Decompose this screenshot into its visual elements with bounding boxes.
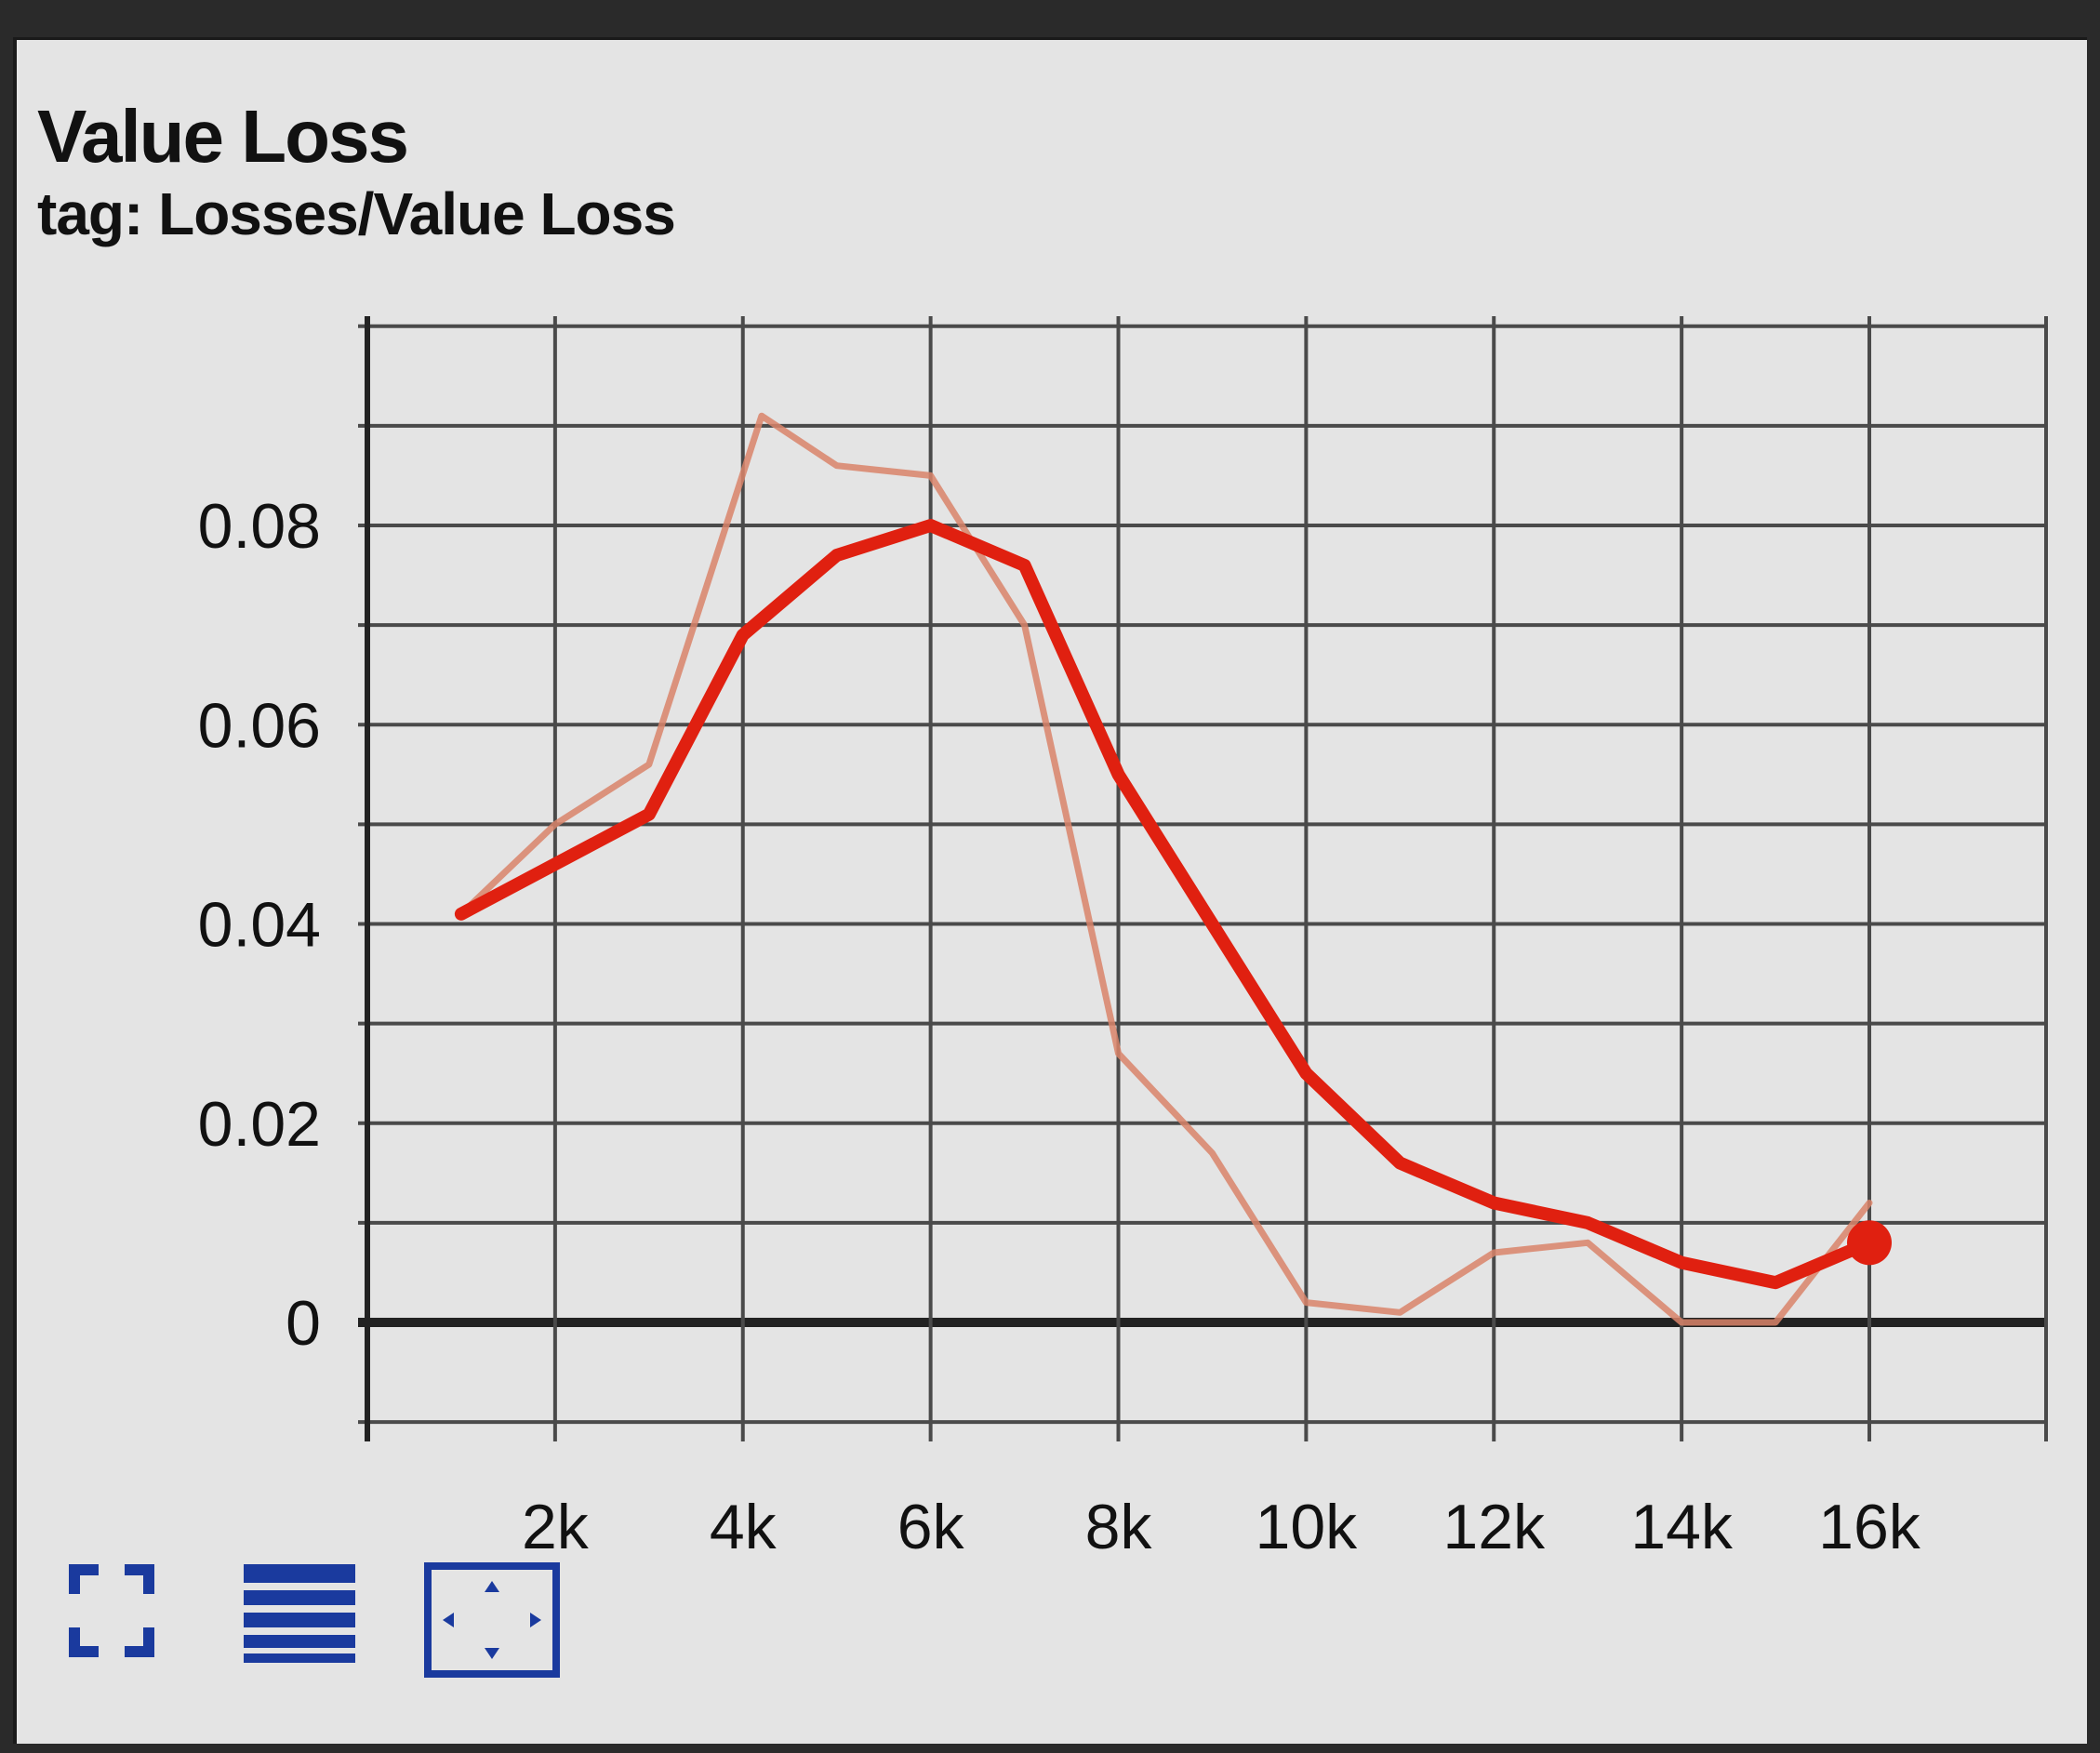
chart-tag: tag: Losses/Value Loss [37, 180, 676, 247]
x-tick-label: 12k [1442, 1492, 1546, 1562]
data-table-icon[interactable] [244, 1562, 355, 1665]
y-axis-ticks: 0 0.02 0.04 0.06 0.08 [198, 491, 321, 1359]
x-tick-label: 2k [522, 1492, 590, 1562]
x-tick-label: 16k [1818, 1492, 1921, 1562]
x-tick-label: 6k [897, 1492, 965, 1562]
x-axis-ticks: 2k 4k 6k 8k 10k 12k 14k 16k [522, 1492, 1921, 1562]
x-tick-label: 14k [1630, 1492, 1734, 1562]
chart-series [454, 412, 1892, 1326]
fit-domain-icon[interactable] [424, 1562, 560, 1678]
y-tick-label: 0 [286, 1288, 321, 1359]
raw-series-line [458, 412, 1873, 1326]
chart-grid [358, 316, 2048, 1441]
y-tick-label: 0.02 [198, 1089, 321, 1160]
y-tick-label: 0.06 [198, 690, 321, 761]
smoothed-series-line [454, 519, 1876, 1290]
x-tick-label: 8k [1085, 1492, 1153, 1562]
last-point-marker [1847, 1220, 1892, 1266]
chart-card: Value Loss tag: Losses/Value Loss [13, 37, 2087, 1744]
chart-title: Value Loss [37, 95, 409, 178]
expand-icon[interactable] [67, 1562, 156, 1659]
x-tick-label: 10k [1256, 1492, 1359, 1562]
y-tick-label: 0.08 [198, 491, 321, 562]
y-tick-label: 0.04 [198, 890, 321, 961]
x-tick-label: 4k [710, 1492, 778, 1562]
